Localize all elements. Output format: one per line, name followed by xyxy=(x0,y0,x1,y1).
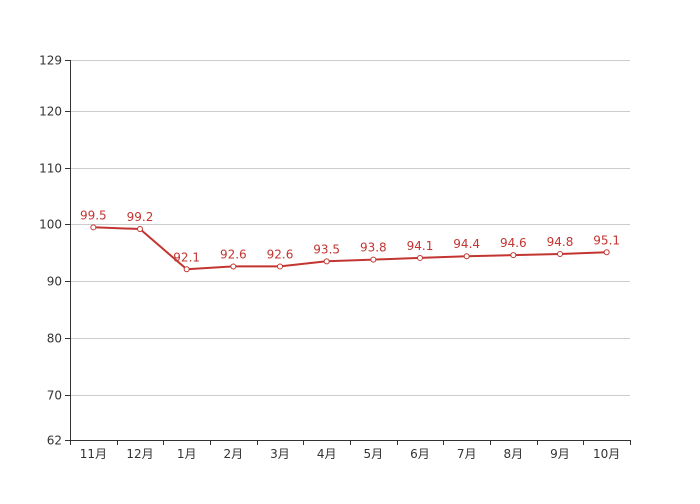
data-point xyxy=(510,252,517,259)
data-label: 92.1 xyxy=(173,250,200,264)
series-layer xyxy=(90,224,610,273)
data-label: 94.8 xyxy=(547,235,574,249)
data-point xyxy=(417,254,423,261)
x-tick-label: 10月 xyxy=(593,447,620,461)
y-tick-label: 129 xyxy=(39,54,62,68)
data-point xyxy=(90,224,97,231)
grid-layer xyxy=(70,60,630,396)
y-tick-label: 62 xyxy=(47,434,62,448)
series-line xyxy=(93,226,607,271)
x-tick-label: 9月 xyxy=(550,447,570,461)
data-label: 93.5 xyxy=(313,242,340,256)
data-point xyxy=(463,253,470,260)
y-tick-label: 90 xyxy=(47,275,62,289)
x-tick-label: 3月 xyxy=(270,447,290,461)
data-point xyxy=(183,266,190,273)
x-tick-label: 11月 xyxy=(80,447,107,461)
data-point xyxy=(557,250,563,257)
data-label: 92.6 xyxy=(267,247,294,261)
x-tick-label: 2月 xyxy=(224,447,244,461)
data-label: 94.4 xyxy=(453,237,480,251)
x-tick-label: 12月 xyxy=(126,447,153,461)
data-point xyxy=(230,263,237,270)
data-point xyxy=(137,226,143,233)
data-label: 94.1 xyxy=(407,239,434,253)
x-tick-label: 8月 xyxy=(504,447,524,461)
axis-layer: 62 70 80 90 100 110 120 129 11月 12月 1月 2月 3月 4月 5月 6月 7月… xyxy=(39,54,631,461)
x-tick-label: 4月 xyxy=(317,447,337,461)
data-point xyxy=(603,249,610,256)
label-layer: 99.5 99.2 92.1 92.6 92.6 93.5 93.8 94.1 94.4 94.6… xyxy=(80,208,620,264)
data-point xyxy=(370,256,377,263)
data-label: 92.6 xyxy=(220,247,247,261)
y-tick-label: 70 xyxy=(47,389,62,403)
data-label: 99.2 xyxy=(127,210,154,224)
x-tick-label: 1月 xyxy=(177,447,197,461)
data-label: 95.1 xyxy=(593,233,620,247)
data-label: 94.6 xyxy=(500,236,527,250)
x-tick-label: 6月 xyxy=(410,447,430,461)
x-tick-label: 7月 xyxy=(457,447,477,461)
x-tick-label: 5月 xyxy=(364,447,384,461)
data-point xyxy=(323,258,330,265)
y-tick-label: 110 xyxy=(39,162,62,176)
data-point xyxy=(277,263,283,270)
y-tick-label: 120 xyxy=(39,105,62,119)
y-tick-label: 80 xyxy=(47,332,62,346)
data-label: 93.8 xyxy=(360,241,387,255)
y-tick-label: 100 xyxy=(39,218,62,232)
data-label: 99.5 xyxy=(80,208,107,222)
